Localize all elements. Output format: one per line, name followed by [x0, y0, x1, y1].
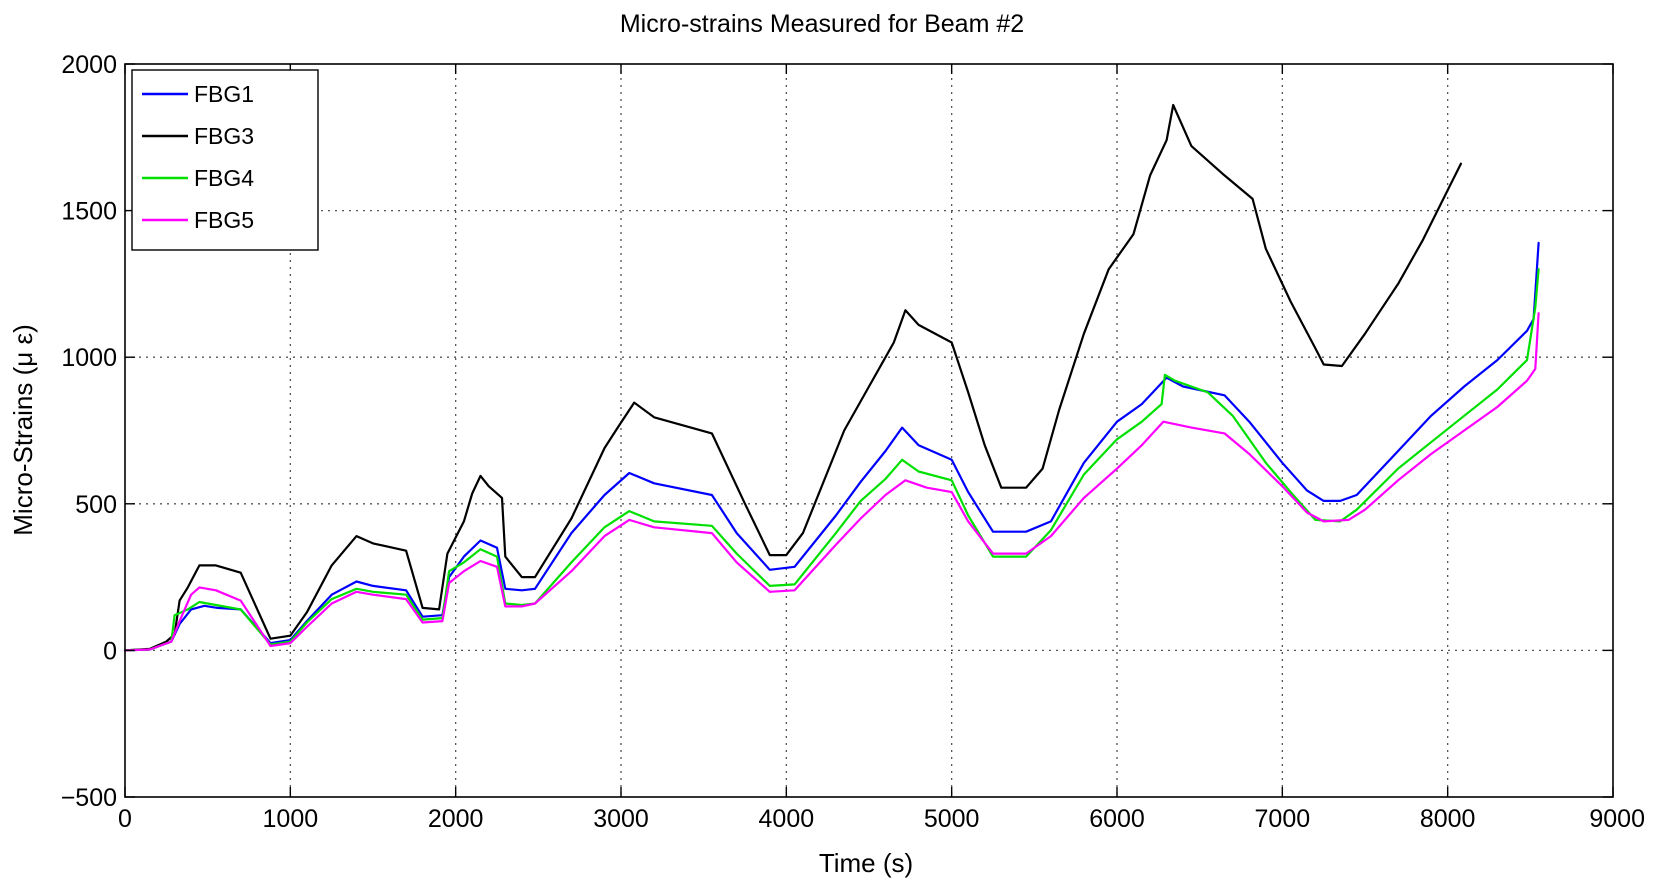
x-tick-label: 7000 [1255, 805, 1311, 833]
plot-frame [124, 63, 1614, 798]
series-lines [123, 103, 1540, 652]
legend-label-fbg3: FBG3 [194, 123, 254, 149]
y-tick-label: 500 [75, 491, 117, 519]
x-tick-label: 6000 [1089, 805, 1145, 833]
y-tick-label: −500 [61, 784, 117, 812]
x-tick-label: 9000 [1589, 805, 1645, 833]
x-tick-label: 0 [118, 805, 132, 833]
legend-label-fbg5: FBG5 [194, 207, 254, 233]
chart-title: Micro-strains Measured for Beam #2 [620, 10, 1024, 38]
x-tick-label: 4000 [759, 805, 815, 833]
legend-label-fbg4: FBG4 [194, 165, 254, 191]
y-axis-label: Micro-Strains (μ ε) [8, 324, 38, 535]
legend: FBG1 FBG3 FBG4 FBG5 [131, 69, 319, 251]
series-line-fbg3 [123, 103, 1462, 652]
x-tick-label: 5000 [924, 805, 980, 833]
y-tick-label: 1500 [61, 198, 117, 226]
axis-ticks: 0 1000 2000 3000 4000 5000 6000 7000 8000 9000−50… [61, 51, 1645, 833]
series-line-fbg4 [123, 268, 1540, 652]
y-tick-label: 0 [103, 637, 117, 665]
y-tick-label: 2000 [61, 51, 117, 79]
x-tick-label: 1000 [263, 805, 319, 833]
x-tick-label: 3000 [593, 805, 649, 833]
grid-lines [125, 64, 1613, 797]
series-line-fbg1 [123, 241, 1540, 652]
x-tick-label: 2000 [428, 805, 484, 833]
series-line-fbg5 [123, 312, 1540, 652]
y-tick-label: 1000 [61, 344, 117, 372]
legend-label-fbg1: FBG1 [194, 81, 254, 107]
x-axis-label: Time (s) [819, 848, 913, 878]
x-tick-label: 8000 [1420, 805, 1476, 833]
